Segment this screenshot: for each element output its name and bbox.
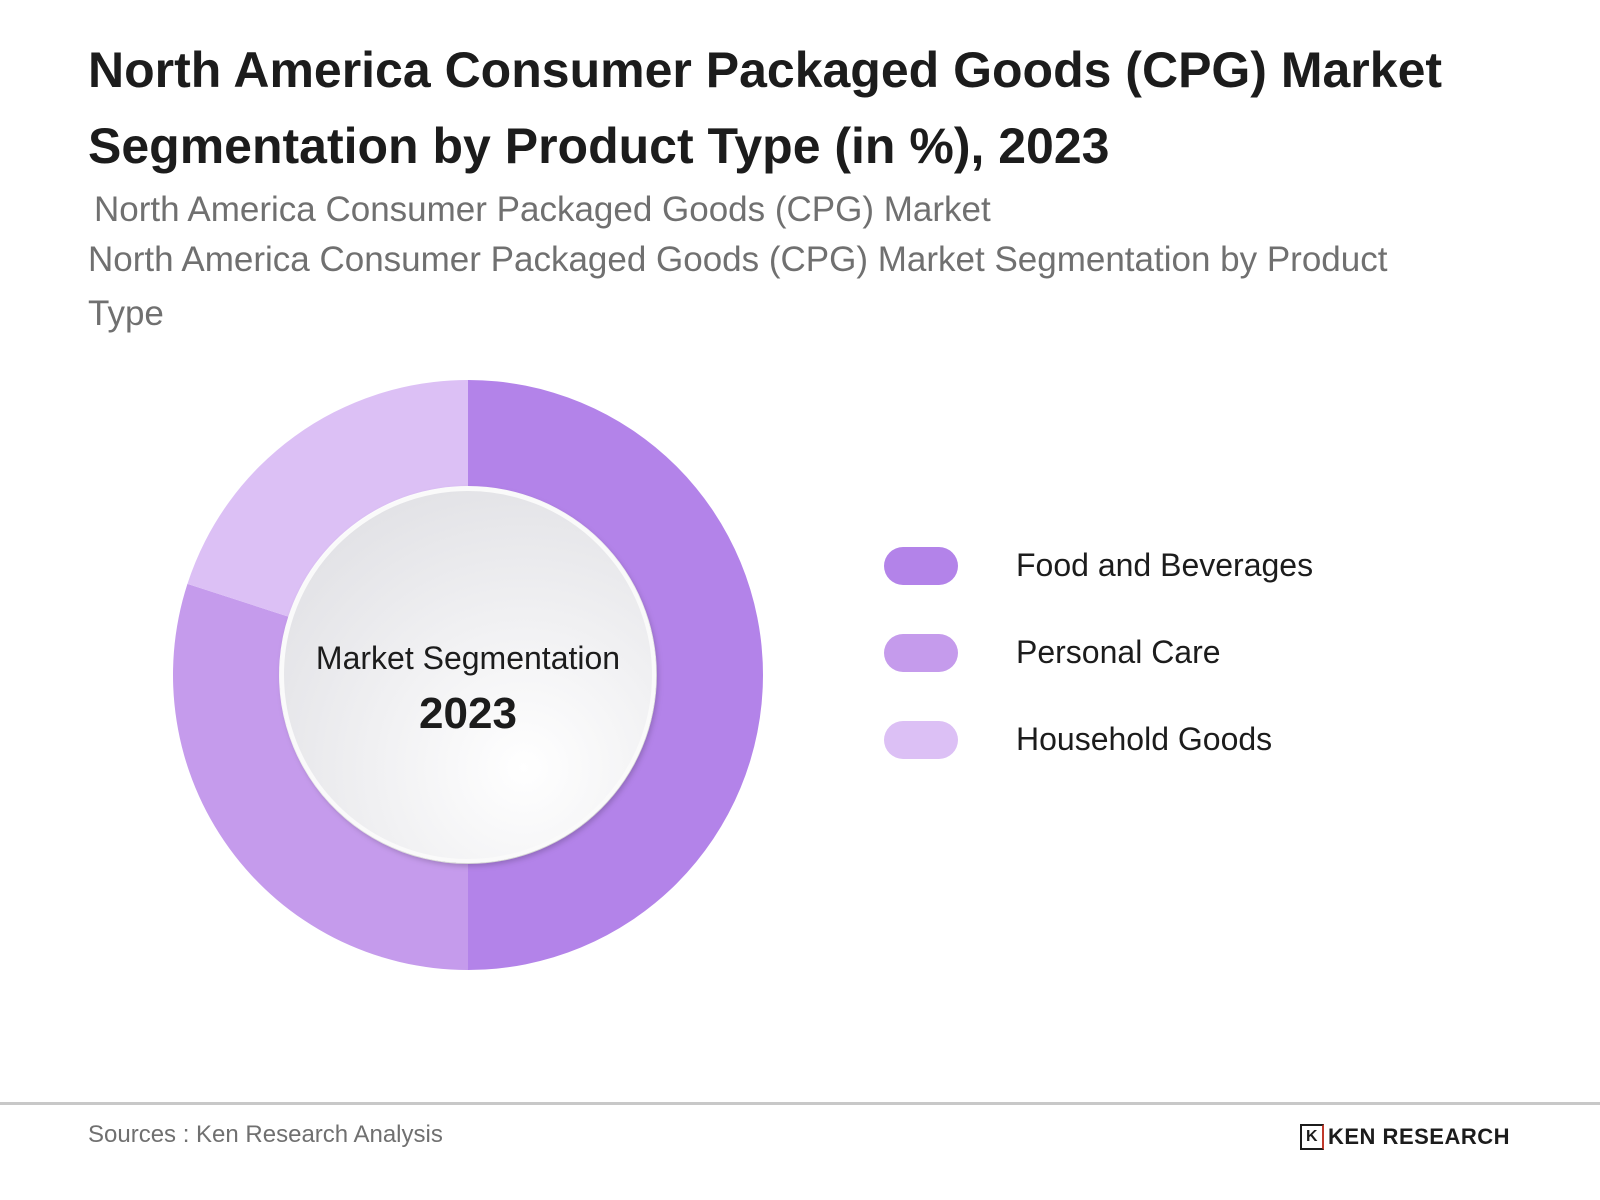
subtitle-line-1: North America Consumer Packaged Goods (C… [94,190,991,229]
center-label: Market Segmentation [316,640,620,676]
legend-item-personal-care: Personal Care [884,609,1313,696]
center-value: 2023 [419,689,517,738]
donut-slice-household-goods [187,380,468,617]
legend-item-household: Household Goods [884,696,1313,783]
footer-divider [0,1102,1600,1105]
ken-research-logo: K KEN RESEARCH [1300,1124,1510,1150]
donut-center [280,487,656,863]
donut-slice-food-and-beverages [468,380,763,970]
legend-item-food: Food and Beverages [884,522,1313,609]
legend-label: Personal Care [1016,634,1221,670]
chart-title: North America Consumer Packaged Goods (C… [88,42,1443,174]
logo-k-icon: K [1300,1124,1324,1150]
source-note: Sources : Ken Research Analysis [88,1121,443,1148]
legend-swatch [884,720,958,759]
legend-label: Household Goods [1016,721,1273,757]
legend: Food and Beverages Personal Care Househo… [884,522,1313,783]
legend-swatch [884,633,958,672]
donut-slice-personal-care [172,583,468,970]
legend-label: Food and Beverages [1016,547,1314,583]
subtitle-line-2: North America Consumer Packaged Goods (C… [88,240,1388,333]
logo-text: KEN RESEARCH [1328,1124,1511,1149]
legend-swatch [884,546,958,585]
